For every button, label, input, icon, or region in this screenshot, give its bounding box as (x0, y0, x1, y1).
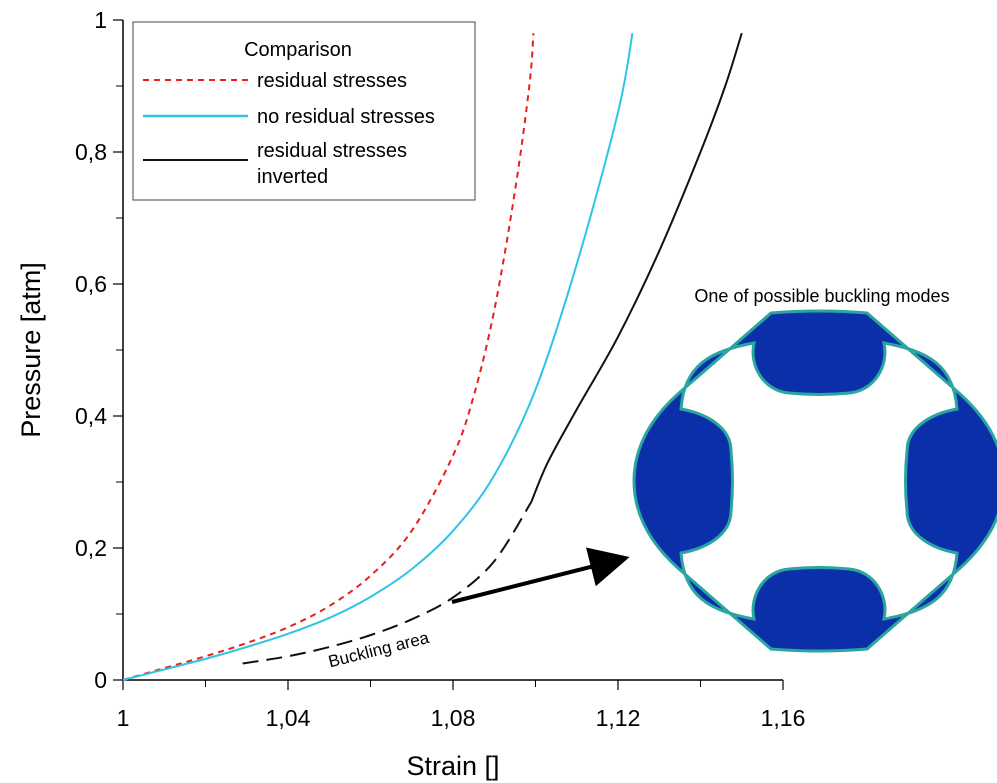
x-tick-label: 1,04 (266, 705, 311, 731)
legend-title: Comparison (244, 39, 352, 61)
ring-shape (632, 309, 997, 653)
series-line-2-seg-1 (530, 32, 743, 503)
legend-label-residual: residual stresses (257, 70, 407, 92)
legend-label-inverted: residual stresses inverted (257, 140, 413, 188)
y-tick-label: 0,6 (75, 271, 107, 297)
series-layer (122, 32, 743, 681)
buckling-mode-image (632, 309, 997, 653)
y-ticks: 0 0,2 0,4 0,6 0,8 1 (75, 7, 123, 693)
y-tick-label: 0,8 (75, 139, 107, 165)
buckling-arrow (451, 547, 630, 604)
legend-box (132, 21, 476, 201)
y-tick-label: 1 (94, 7, 107, 33)
inset-title: One of possible buckling modes (694, 286, 949, 306)
series-line-0 (122, 33, 535, 681)
x-ticks: 1 1,04 1,08 1,12 1,16 (117, 680, 806, 731)
legend: Comparison residual stresses no residual… (132, 21, 476, 201)
axes: 1 1,04 1,08 1,12 1,16 0 0,2 0,4 0,6 0,8 1 (75, 7, 805, 731)
x-axis-label: Strain [] (406, 751, 499, 781)
y-tick-label: 0 (94, 667, 107, 693)
legend-label-no-residual: no residual stresses (257, 106, 435, 128)
x-tick-label: 1,12 (596, 705, 641, 731)
x-tick-label: 1,16 (761, 705, 806, 731)
series-line-2-seg-0 (242, 501, 533, 665)
buckling-area-annotation: Buckling area (326, 628, 431, 671)
ring-inner-edge (680, 342, 958, 620)
y-axis-label: Pressure [atm] (16, 262, 46, 438)
y-tick-label: 0,2 (75, 535, 107, 561)
x-tick-label: 1,08 (431, 705, 476, 731)
series-line-1 (122, 33, 634, 681)
y-tick-label: 0,4 (75, 403, 107, 429)
x-tick-label: 1 (117, 705, 130, 731)
